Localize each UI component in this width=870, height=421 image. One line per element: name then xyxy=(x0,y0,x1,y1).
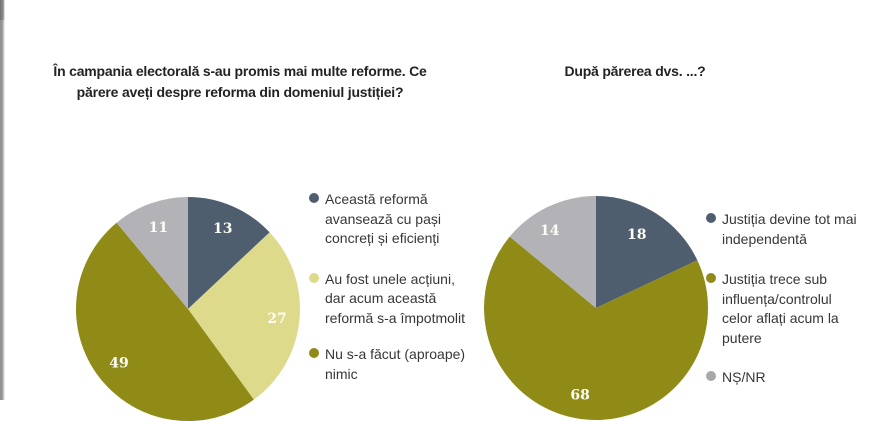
legend-label: Justiția trece sub influența/controlul c… xyxy=(722,271,839,346)
pie-slice[interactable] xyxy=(188,232,300,400)
legend-item: Au fost unele acțiuni, dar acum această … xyxy=(309,270,474,329)
pie-slice[interactable] xyxy=(596,196,698,308)
legend-swatch-icon xyxy=(309,348,319,358)
pie-slice[interactable] xyxy=(484,236,708,420)
pie-value-label: 49 xyxy=(109,356,128,372)
pie-slice[interactable] xyxy=(188,197,270,309)
pie-value-label: 18 xyxy=(627,227,646,243)
legend-item: Justiția devine tot mai independentă xyxy=(706,210,866,249)
left-pie-legend: Această reformă avansează cu pași concre… xyxy=(309,190,474,404)
pie-value-label: 14 xyxy=(540,223,560,239)
pie-slice[interactable] xyxy=(76,222,254,421)
right-pie-chart[interactable]: 18 68 14 xyxy=(484,196,708,420)
legend-label: Nu s-a făcut (aproape) nimic xyxy=(325,346,466,382)
legend-swatch-icon xyxy=(309,193,319,203)
pie-value-label: 27 xyxy=(267,311,286,327)
legend-swatch-icon xyxy=(706,371,716,381)
legend-label: Această reformă avansează cu pași concre… xyxy=(325,191,441,246)
slide-left-edge xyxy=(0,0,6,400)
legend-item: Nu s-a făcut (aproape) nimic xyxy=(309,345,474,384)
pie-value-label: 68 xyxy=(570,388,589,404)
legend-item: NȘ/NR xyxy=(706,368,866,388)
legend-swatch-icon xyxy=(706,273,716,283)
slide-left-edge-top xyxy=(0,0,5,20)
pie-value-label: 11 xyxy=(149,220,168,236)
left-chart-title: În campania electorală s-au promis mai m… xyxy=(53,63,427,100)
pie-slice[interactable] xyxy=(116,197,188,309)
legend-swatch-icon xyxy=(706,213,716,223)
legend-swatch-icon xyxy=(309,272,319,283)
legend-label: Justiția devine tot mai independentă xyxy=(722,211,857,247)
legend-item: Justiția trece sub influența/controlul c… xyxy=(706,270,866,348)
pie-value-label: 13 xyxy=(213,221,232,237)
legend-label: Au fost unele acțiuni, dar acum această … xyxy=(325,270,466,326)
legend-item: Această reformă avansează cu pași concre… xyxy=(309,190,474,249)
left-pie-chart[interactable]: 13 27 49 11 xyxy=(76,197,300,421)
legend-label: NȘ/NR xyxy=(722,369,766,385)
right-chart-title: După părerea dvs. ...? xyxy=(564,63,706,79)
right-pie-legend: Justiția devine tot mai independentă Jus… xyxy=(706,210,866,408)
pie-slice[interactable] xyxy=(509,196,596,308)
